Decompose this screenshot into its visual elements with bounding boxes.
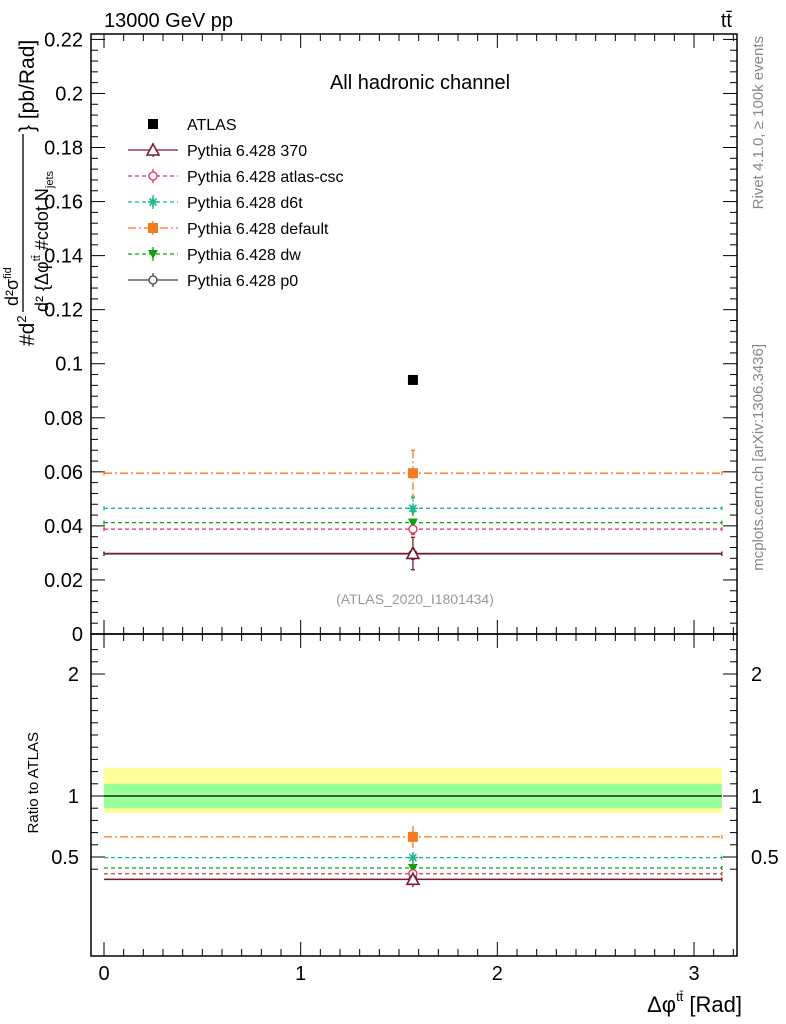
y-label-sigma-sup: fid <box>2 267 14 279</box>
legend: ATLAS Pythia 6.428 370 Pythia 6.428 atlas-… <box>128 117 344 290</box>
y-tick-label: 0.04 <box>44 516 83 538</box>
y-tick-label: 0.22 <box>44 29 83 51</box>
analysis-watermark: (ATLAS_2020_I1801434) <box>336 591 494 607</box>
legend-label: Pythia 6.428 default <box>187 221 329 238</box>
header-right-label: tt̄ <box>721 10 733 32</box>
y-tick-label: 0.08 <box>44 408 83 430</box>
y-label-d: #d <box>16 323 39 346</box>
legend-label: Pythia 6.428 p0 <box>187 273 298 290</box>
ratio-series-marker <box>407 831 418 842</box>
series-marker <box>408 524 418 534</box>
legend-marker <box>145 142 161 156</box>
ratio-series-marker <box>407 852 418 863</box>
y-label-den-sub: jets <box>44 170 56 189</box>
ratio-tick-label-right: 1 <box>751 786 762 808</box>
legend-marker-data <box>148 119 158 129</box>
y-axis-label: #d2 d²σfid d² {Δφtt̄ #cdot Njets } [pb/R… <box>2 40 56 346</box>
y-tick-label: 0.16 <box>44 192 83 214</box>
y-label-sup: 2 <box>14 315 29 322</box>
x-tick-label: 2 <box>492 963 503 985</box>
legend-marker <box>148 171 158 181</box>
y-label-sigma: d²σ <box>2 279 22 306</box>
x-tick-label: 0 <box>98 963 109 985</box>
ratio-panel-frame <box>90 633 738 957</box>
x-label-sup: tt̄ <box>676 989 684 1004</box>
series-marker <box>407 468 418 479</box>
ratio-series-marker-stroke <box>408 853 417 862</box>
x-axis-label: Δφtt̄ [Rad] <box>647 989 742 1017</box>
x-label-main: Δφ <box>647 992 676 1017</box>
legend-label: Pythia 6.428 370 <box>187 143 307 160</box>
ratio-tick-label-right: 0.5 <box>751 847 779 869</box>
y-tick-label: 0.06 <box>44 462 83 484</box>
data-marker <box>407 374 418 385</box>
y-label-den-a: d² {Δφ <box>32 261 52 312</box>
y-label-den-sup: tt̄ <box>31 255 43 261</box>
series-markers <box>405 374 421 886</box>
y-tick-label: 0.12 <box>44 300 83 322</box>
legend-marker <box>148 250 158 259</box>
legend-label: Pythia 6.428 dw <box>187 247 301 264</box>
series-marker <box>405 545 421 560</box>
rivet-label: Rivet 4.1.0, ≥ 100k events <box>750 36 767 209</box>
y-tick-label: 0.2 <box>55 83 83 105</box>
ratio-series-marker <box>407 863 418 873</box>
ratio-tick-label: 2 <box>68 664 79 686</box>
legend-label: Pythia 6.428 atlas-csc <box>187 169 344 186</box>
axis-ticks: 0 0.02 0.04 0.06 0.08 0.1 0.12 0.14 0.16 0.18 0.2 0… <box>44 29 779 985</box>
ratio-series-marker <box>405 871 421 886</box>
series-marker <box>407 503 418 514</box>
x-label-unit: [Rad] <box>683 992 742 1017</box>
svg-text:d² {Δφtt̄ #cdot Njets: d² {Δφtt̄ #cdot Njets <box>31 170 56 312</box>
y-tick-label: 0.02 <box>44 570 83 592</box>
y-tick-label: 0.18 <box>44 138 83 160</box>
y-tick-label: 0 <box>72 624 83 646</box>
x-tick-label: 1 <box>295 963 306 985</box>
ratio-tick-label: 1 <box>68 786 79 808</box>
legend-label: Pythia 6.428 d6t <box>187 195 303 212</box>
legend-marker <box>148 275 158 285</box>
mcplots-label: mcplots.cern.ch [arXiv:1306.3436] <box>750 344 767 571</box>
chart-title: All hadronic channel <box>330 72 510 94</box>
ratio-tick-label-right: 2 <box>751 664 762 686</box>
y-label-tail: } [pb/Rad] <box>16 40 39 132</box>
legend-marker <box>148 197 158 207</box>
series-marker <box>407 518 418 528</box>
ratio-bands <box>104 767 722 814</box>
legend-marker-stroke <box>148 197 158 207</box>
y-tick-label: 0.1 <box>55 354 83 376</box>
svg-text:#d2: #d2 <box>14 315 39 346</box>
ratio-y-axis-label: Ratio to ATLAS <box>25 732 42 833</box>
legend-label: ATLAS <box>187 117 237 134</box>
svg-text:d²σfid: d²σfid <box>2 267 22 306</box>
y-tick-label: 0.14 <box>44 246 83 268</box>
series-marker-stroke <box>408 504 417 513</box>
series-lines <box>103 449 723 888</box>
y-label-den-b: #cdot N <box>32 188 52 255</box>
header-left-label: 13000 GeV pp <box>104 10 233 32</box>
x-tick-label: 3 <box>688 963 699 985</box>
ratio-tick-label: 0.5 <box>51 847 79 869</box>
legend-marker <box>148 223 158 233</box>
